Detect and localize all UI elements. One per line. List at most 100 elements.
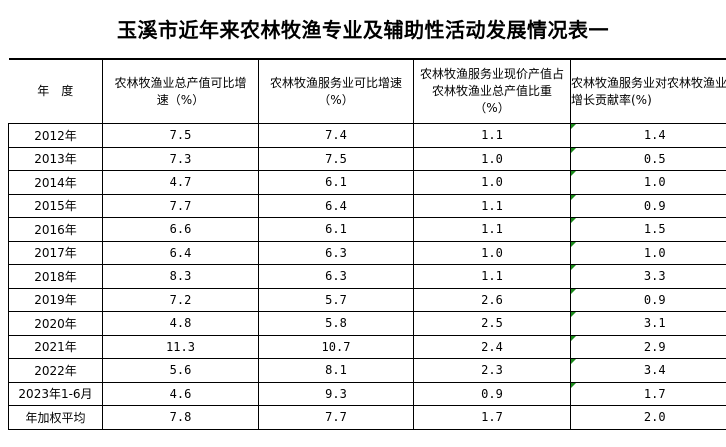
cell-service-growth[interactable]: 5.8 <box>258 311 414 336</box>
cell-year[interactable]: 2012年 <box>8 123 103 148</box>
cell-value: 2012年 <box>34 128 77 143</box>
cell-service-growth[interactable]: 6.1 <box>258 170 414 195</box>
header-year[interactable]: 年 度 <box>8 58 103 124</box>
cell-year[interactable]: 2013年 <box>8 146 103 171</box>
cell-service-contribution[interactable]: 1.0 <box>570 170 726 195</box>
cell-total-output-growth[interactable]: 11.3 <box>102 334 259 359</box>
cell-year[interactable]: 年加权平均 <box>8 405 103 430</box>
cell-total-output-growth[interactable]: 4.7 <box>102 170 259 195</box>
cell-year[interactable]: 2022年 <box>8 358 103 383</box>
cell-service-share[interactable]: 1.1 <box>413 193 571 218</box>
header-service-growth[interactable]: 农林牧渔服务业可比增速（%） <box>258 58 414 124</box>
cell-service-share[interactable]: 1.7 <box>413 405 571 430</box>
cell-service-share[interactable]: 2.5 <box>413 311 571 336</box>
cell-service-contribution[interactable]: 0.9 <box>570 287 726 312</box>
cell-value: 7.5 <box>325 151 347 166</box>
cell-service-contribution[interactable]: 1.7 <box>570 381 726 406</box>
cell-marker-icon <box>571 335 576 341</box>
cell-year[interactable]: 2021年 <box>8 334 103 359</box>
cell-total-output-growth[interactable]: 7.3 <box>102 146 259 171</box>
cell-value: 2016年 <box>34 222 77 237</box>
cell-year[interactable]: 2019年 <box>8 287 103 312</box>
header-total-output-growth[interactable]: 农林牧渔业总产值可比增速（%） <box>102 58 259 124</box>
cell-total-output-growth[interactable]: 8.3 <box>102 264 259 289</box>
cell-total-output-growth[interactable]: 6.4 <box>102 240 259 265</box>
cell-service-share[interactable]: 1.0 <box>413 170 571 195</box>
cell-service-share[interactable]: 1.1 <box>413 264 571 289</box>
cell-service-contribution[interactable]: 0.9 <box>570 193 726 218</box>
cell-total-output-growth[interactable]: 6.6 <box>102 217 259 242</box>
cell-value: 2022年 <box>34 363 77 378</box>
cell-value: 1.1 <box>481 198 503 213</box>
cell-service-growth[interactable]: 5.7 <box>258 287 414 312</box>
cell-service-share[interactable]: 2.3 <box>413 358 571 383</box>
cell-service-share[interactable]: 1.0 <box>413 146 571 171</box>
cell-value: 1.0 <box>481 245 503 260</box>
cell-value: 2.3 <box>481 363 503 378</box>
cell-service-growth[interactable]: 9.3 <box>258 381 414 406</box>
cell-service-growth[interactable]: 7.7 <box>258 405 414 430</box>
cell-marker-icon <box>571 147 576 153</box>
cell-value: 8.3 <box>169 269 192 284</box>
cell-service-growth[interactable]: 8.1 <box>258 358 414 383</box>
cell-service-growth[interactable]: 7.5 <box>258 146 414 171</box>
cell-service-share[interactable]: 1.1 <box>413 217 571 242</box>
cell-value: 2013年 <box>34 152 77 167</box>
cell-value: 0.9 <box>643 198 666 213</box>
cell-year[interactable]: 2020年 <box>8 311 103 336</box>
cell-total-output-growth[interactable]: 7.2 <box>102 287 259 312</box>
cell-total-output-growth[interactable]: 7.5 <box>102 123 259 148</box>
table-row: 2020年 4.8 5.8 2.5 3.1 <box>8 311 726 336</box>
cell-year[interactable]: 2023年1-6月 <box>8 381 103 406</box>
cell-year[interactable]: 2014年 <box>8 170 103 195</box>
cell-service-share[interactable]: 1.1 <box>413 123 571 148</box>
cell-service-contribution[interactable]: 2.0 <box>570 405 726 430</box>
cell-service-contribution[interactable]: 1.5 <box>570 217 726 242</box>
cell-value: 1.0 <box>643 175 666 190</box>
cell-service-contribution[interactable]: 3.4 <box>570 358 726 383</box>
cell-service-contribution[interactable]: 3.1 <box>570 311 726 336</box>
header-service-share[interactable]: 农林牧渔服务业现价产值占农林牧渔业总产值比重（%） <box>413 58 571 124</box>
cell-service-growth[interactable]: 6.4 <box>258 193 414 218</box>
cell-year[interactable]: 2018年 <box>8 264 103 289</box>
cell-service-share[interactable]: 0.9 <box>413 381 571 406</box>
cell-service-growth[interactable]: 6.3 <box>258 264 414 289</box>
cell-service-growth[interactable]: 6.3 <box>258 240 414 265</box>
cell-service-growth[interactable]: 7.4 <box>258 123 414 148</box>
cell-year[interactable]: 2015年 <box>8 193 103 218</box>
cell-marker-icon <box>571 359 576 364</box>
cell-marker-icon <box>571 194 576 200</box>
cell-total-output-growth[interactable]: 4.8 <box>102 311 259 336</box>
table-row: 年加权平均 7.8 7.7 1.7 2.0 <box>8 405 726 430</box>
cell-value: 2021年 <box>34 340 77 355</box>
cell-marker-icon <box>571 288 576 294</box>
table-row: 2023年1-6月 4.6 9.3 0.9 1.7 <box>8 381 726 406</box>
cell-service-contribution[interactable]: 1.4 <box>570 123 726 148</box>
cell-year[interactable]: 2016年 <box>8 217 103 242</box>
table-row: 2014年 4.7 6.1 1.0 1.0 <box>8 170 726 195</box>
cell-year[interactable]: 2017年 <box>8 240 103 265</box>
cell-total-output-growth[interactable]: 4.6 <box>102 381 259 406</box>
header-service-contribution[interactable]: 农林牧渔服务业对农林牧渔业增长贡献率(%) <box>570 58 726 124</box>
cell-value: 7.8 <box>169 410 192 425</box>
cell-value: 7.7 <box>325 410 347 425</box>
cell-service-contribution[interactable]: 2.9 <box>570 334 726 359</box>
cell-service-share[interactable]: 2.4 <box>413 334 571 359</box>
data-table: 年 度 农林牧渔业总产值可比增速（%） 农林牧渔服务业可比增速（%） 农林牧渔服… <box>8 58 726 430</box>
cell-service-share[interactable]: 2.6 <box>413 287 571 312</box>
cell-total-output-growth[interactable]: 5.6 <box>102 358 259 383</box>
cell-value: 2.4 <box>481 339 503 354</box>
table-row: 2015年 7.7 6.4 1.1 0.9 <box>8 193 726 218</box>
cell-service-growth[interactable]: 6.1 <box>258 217 414 242</box>
cell-value: 7.2 <box>169 292 192 307</box>
cell-service-growth[interactable]: 10.7 <box>258 334 414 359</box>
cell-total-output-growth[interactable]: 7.8 <box>102 405 259 430</box>
table-row: 2021年 11.3 10.7 2.4 2.9 <box>8 334 726 359</box>
cell-service-contribution[interactable]: 1.0 <box>570 240 726 265</box>
cell-service-share[interactable]: 1.0 <box>413 240 571 265</box>
cell-value: 2018年 <box>34 269 77 284</box>
cell-total-output-growth[interactable]: 7.7 <box>102 193 259 218</box>
cell-service-contribution[interactable]: 3.3 <box>570 264 726 289</box>
cell-value: 6.4 <box>169 245 192 260</box>
cell-service-contribution[interactable]: 0.5 <box>570 146 726 171</box>
